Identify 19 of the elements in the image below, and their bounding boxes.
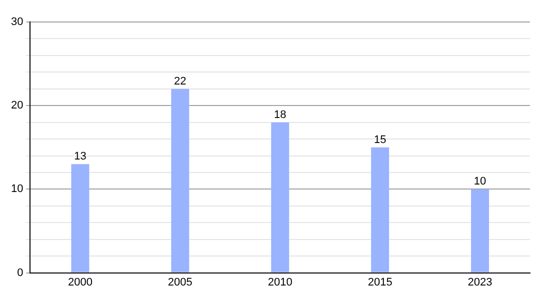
x-tick-label: 2010 (268, 276, 292, 288)
x-tick-label: 2005 (168, 276, 192, 288)
x-tick-label: 2000 (68, 276, 92, 288)
x-tick-label: 2015 (368, 276, 392, 288)
data-label: 22 (174, 75, 186, 88)
bar (471, 189, 490, 272)
data-label: 10 (474, 176, 486, 188)
bar (171, 88, 190, 272)
y-tick-label: 10 (10, 183, 24, 196)
data-label: 18 (274, 108, 286, 121)
y-tick-label: 30 (10, 16, 24, 28)
y-tick-label: 0 (17, 266, 24, 279)
bar (271, 122, 290, 272)
bar (71, 164, 90, 272)
data-label: 15 (374, 134, 386, 146)
x-tick-label: 2023 (468, 276, 492, 288)
y-tick-label: 20 (10, 100, 24, 112)
data-label: 13 (74, 150, 86, 163)
bar (371, 147, 390, 272)
